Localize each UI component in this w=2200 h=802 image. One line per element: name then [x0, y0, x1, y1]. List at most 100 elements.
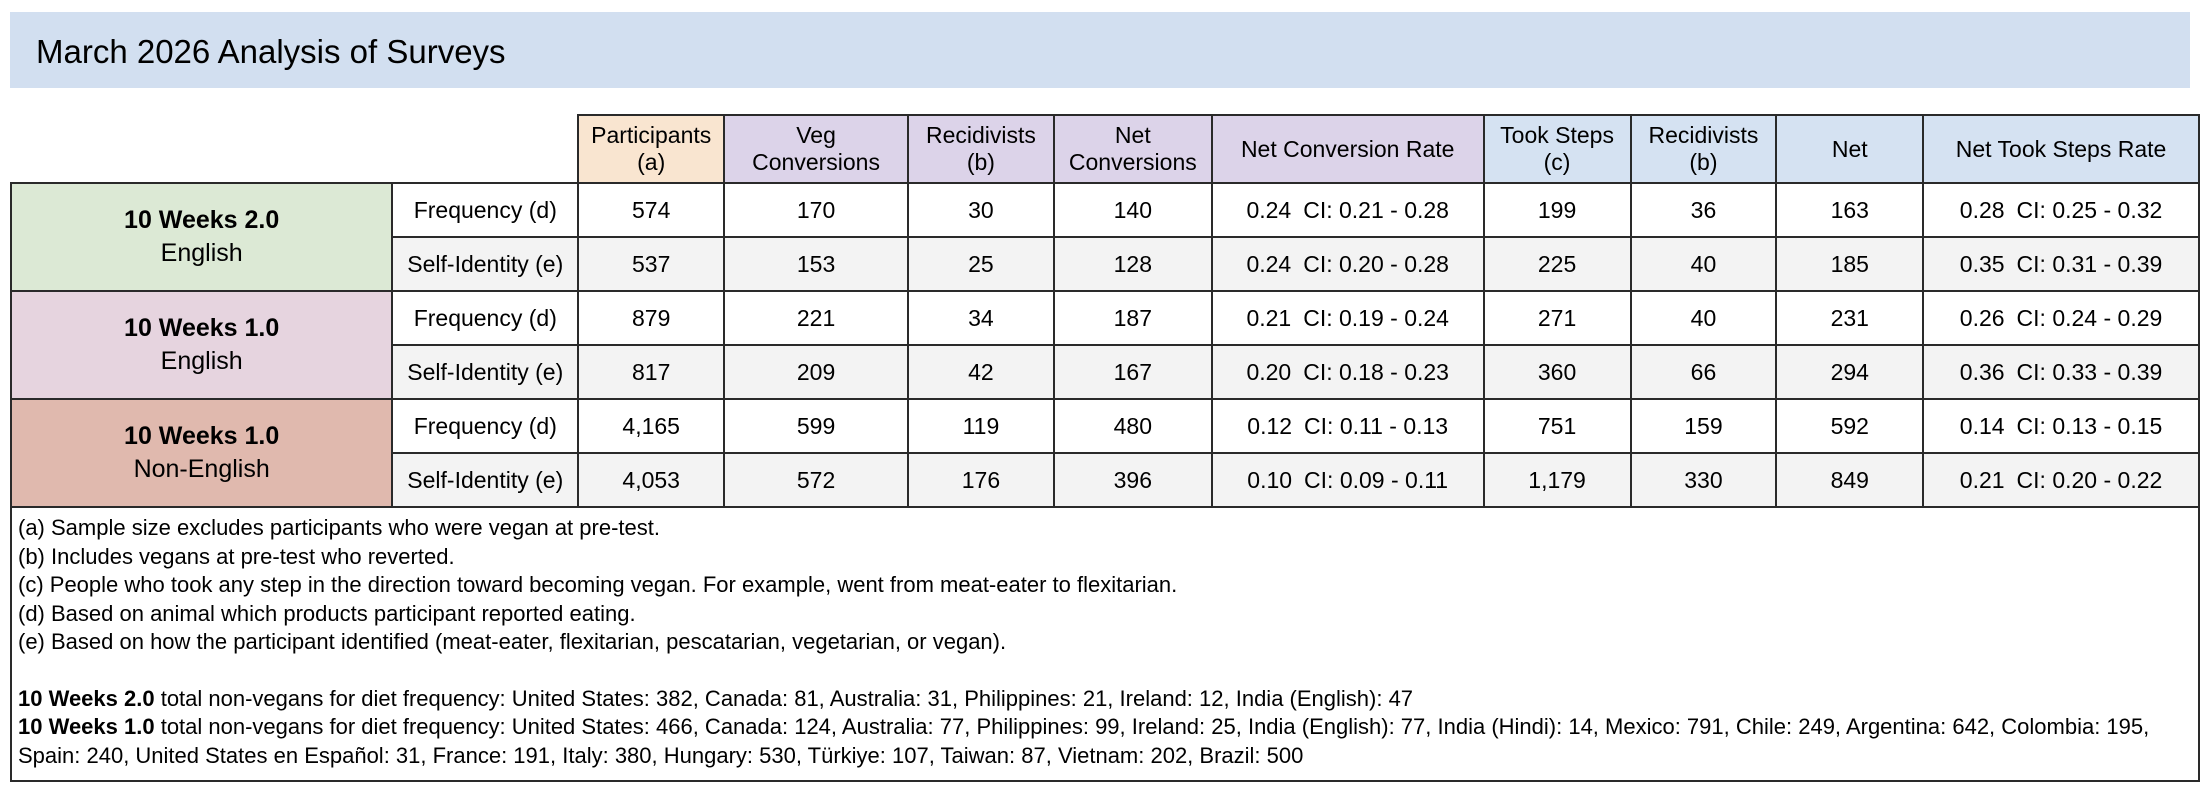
totals-label: 10 Weeks 1.0 — [18, 714, 155, 739]
net-conversions-cell: 128 — [1052, 236, 1213, 292]
rate-value: 0.24 — [1246, 196, 1292, 223]
net-took-steps-rate-cell: 0.35 CI: 0.31 - 0.39 — [1922, 236, 2200, 292]
recidivists-2-cell: 40 — [1629, 236, 1778, 292]
net-took-steps-rate-cell: 0.14 CI: 0.13 - 0.15 — [1922, 398, 2200, 454]
group-name: 10 Weeks 1.0 — [124, 314, 280, 342]
rate-value: 0.21 — [1246, 304, 1292, 331]
recidivists-cell: 119 — [906, 398, 1055, 454]
rate2-value: 0.14 — [1959, 412, 2005, 439]
table-row: 10 Weeks 2.0 English Frequency (d) 574 1… — [9, 182, 2200, 292]
rate-ci: CI: 0.19 - 0.24 — [1303, 304, 1449, 331]
page-title: March 2026 Analysis of Surveys — [36, 33, 506, 70]
net-took-steps-rate-cell: 0.21 CI: 0.20 - 0.22 — [1922, 452, 2200, 508]
notes-row: (a) Sample size excludes participants wh… — [10, 506, 2200, 782]
veg-conversions-cell: 170 — [723, 182, 909, 238]
header-recid-line2: (b) — [966, 149, 995, 175]
header-spacer — [11, 115, 579, 183]
footnote-d: (d) Based on animal which products parti… — [18, 600, 636, 626]
net-conversion-rate-cell: 0.20 CI: 0.18 - 0.23 — [1210, 344, 1485, 400]
group-language: Non-English — [133, 455, 270, 483]
recidivists-2-cell: 159 — [1629, 398, 1778, 454]
header-net: Net — [1775, 114, 1925, 184]
rate-ci: CI: 0.21 - 0.28 — [1303, 196, 1449, 223]
participants-cell: 817 — [577, 344, 726, 400]
rate2-ci: CI: 0.33 - 0.39 — [2016, 358, 2163, 385]
footnote-b: (b) Includes vegans at pre-test who reve… — [18, 543, 455, 569]
rate2-value: 0.21 — [1959, 466, 2005, 493]
net-conversions-cell: 187 — [1052, 290, 1213, 346]
recidivists-cell: 30 — [906, 182, 1055, 238]
header-veg-line1: Veg — [796, 122, 836, 148]
group-name: 10 Weeks 2.0 — [124, 206, 280, 234]
header-recidivists: Recidivists (b) — [906, 114, 1055, 184]
net-conversion-rate-cell: 0.24 CI: 0.20 - 0.28 — [1210, 236, 1485, 292]
header-participants-line2: (a) — [637, 149, 666, 175]
took-steps-cell: 199 — [1482, 182, 1632, 238]
rate-value: 0.10 — [1247, 466, 1293, 493]
rate2-ci: CI: 0.31 - 0.39 — [2016, 250, 2163, 277]
totals-line-1: 10 Weeks 2.0 total non-vegans for diet f… — [18, 685, 2192, 714]
rate-ci: CI: 0.20 - 0.28 — [1303, 250, 1449, 277]
header-participants-line1: Participants — [591, 122, 712, 148]
net-took-steps-rate-cell: 0.28 CI: 0.25 - 0.32 — [1922, 182, 2200, 238]
rate2-ci: CI: 0.24 - 0.29 — [2016, 304, 2163, 331]
totals-text: total non-vegans for diet frequency: Uni… — [18, 714, 2150, 768]
metric-cell: Frequency (d) — [391, 182, 580, 238]
rate2-ci: CI: 0.20 - 0.22 — [2016, 466, 2163, 493]
metric-cell: Self-Identity (e) — [391, 236, 580, 292]
veg-conversions-cell: 221 — [723, 290, 909, 346]
net-conversions-cell: 140 — [1052, 182, 1213, 238]
net-conversion-rate-cell: 0.10 CI: 0.09 - 0.11 — [1210, 452, 1485, 508]
participants-cell: 879 — [577, 290, 726, 346]
header-net-conversions: Net Conversions — [1052, 114, 1213, 184]
header-recid-line1: Recidivists — [925, 122, 1036, 148]
net-cell: 294 — [1775, 344, 1925, 400]
header-net-took-steps-rate: Net Took Steps Rate — [1922, 114, 2200, 184]
veg-conversions-cell: 599 — [723, 398, 909, 454]
group-language: English — [160, 347, 243, 375]
took-steps-cell: 1,179 — [1482, 452, 1632, 508]
header-took-line1: Took Steps — [1500, 122, 1614, 148]
header-net-line2: Conversions — [1068, 149, 1197, 175]
net-conversions-cell: 480 — [1052, 398, 1213, 454]
recidivists-2-cell: 36 — [1629, 182, 1778, 238]
took-steps-cell: 225 — [1482, 236, 1632, 292]
footnote-c: (c) People who took any step in the dire… — [18, 572, 1178, 597]
header-row: Participants (a) Veg Conversions Recidivis… — [11, 114, 2200, 184]
participants-cell: 537 — [577, 236, 726, 292]
recidivists-cell: 176 — [906, 452, 1055, 508]
took-steps-cell: 751 — [1482, 398, 1632, 454]
group-label: 10 Weeks 1.0 English — [9, 290, 394, 400]
veg-conversions-cell: 153 — [723, 236, 909, 292]
net-conversion-rate-cell: 0.21 CI: 0.19 - 0.24 — [1210, 290, 1485, 346]
rate2-ci: CI: 0.13 - 0.15 — [2016, 412, 2163, 439]
header-took-line2: (c) — [1543, 149, 1571, 175]
group-language: English — [160, 239, 243, 267]
veg-conversions-cell: 209 — [723, 344, 909, 400]
net-cell: 231 — [1775, 290, 1925, 346]
took-steps-cell: 360 — [1482, 344, 1632, 400]
net-took-steps-rate-cell: 0.36 CI: 0.33 - 0.39 — [1922, 344, 2200, 400]
header-veg-conversions: Veg Conversions — [723, 114, 909, 184]
net-cell: 163 — [1775, 182, 1925, 238]
rate-value: 0.24 — [1246, 250, 1292, 277]
title-banner: March 2026 Analysis of Surveys — [10, 12, 2190, 88]
metric-cell: Frequency (d) — [391, 290, 580, 346]
header-took-steps: Took Steps (c) — [1482, 114, 1632, 184]
recidivists-2-cell: 66 — [1629, 344, 1778, 400]
table-row: Self-Identity (e) 817 209 42 167 0.20 CI:… — [11, 344, 2200, 400]
rate2-value: 0.35 — [1959, 250, 2005, 277]
totals-line-2: 10 Weeks 1.0 total non-vegans for diet f… — [18, 713, 2192, 770]
metric-cell: Frequency (d) — [391, 398, 580, 454]
net-cell: 849 — [1775, 452, 1925, 508]
header-participants: Participants (a) — [577, 114, 726, 184]
rate-value: 0.12 — [1247, 412, 1293, 439]
metric-cell: Self-Identity (e) — [391, 344, 580, 400]
rate-ci: CI: 0.18 - 0.23 — [1303, 358, 1449, 385]
participants-cell: 4,165 — [577, 398, 726, 454]
header-net-conversion-rate: Net Conversion Rate — [1210, 114, 1485, 184]
net-took-steps-rate-cell: 0.26 CI: 0.24 - 0.29 — [1922, 290, 2200, 346]
rate-ci: CI: 0.11 - 0.13 — [1304, 412, 1449, 439]
survey-table: Participants (a) Veg Conversions Recidivis… — [9, 114, 2200, 782]
header-recidivists-2: Recidivists (b) — [1629, 114, 1778, 184]
